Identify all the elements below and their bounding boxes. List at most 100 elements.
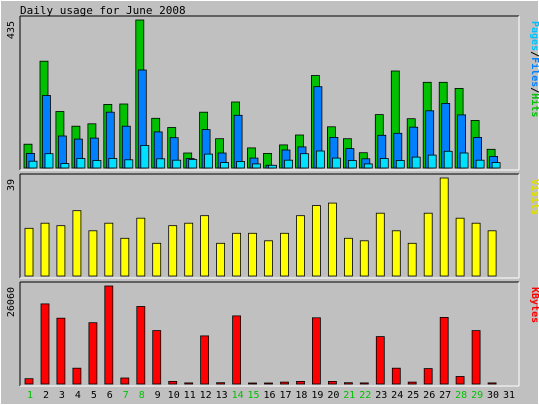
visits-panel-right-label-part: Visits — [529, 179, 539, 215]
x-tick-label-29: 29 — [471, 390, 483, 401]
visits-panel-bar-visits-13 — [216, 242, 226, 277]
visits-panel-bar-visits-30 — [487, 230, 497, 277]
kbytes-panel-bar-kbytes-30 — [487, 382, 497, 385]
kbytes-panel-bar-kbytes-26 — [423, 368, 433, 385]
x-tick-label-20: 20 — [327, 390, 339, 401]
hits-panel-bar-pages-24 — [395, 160, 405, 169]
x-tick-label-4: 4 — [75, 390, 81, 401]
x-tick-label-17: 17 — [279, 390, 291, 401]
x-tick-label-9: 9 — [155, 390, 161, 401]
x-tick-label-8: 8 — [139, 390, 145, 401]
visits-panel-bar-visits-26 — [423, 212, 433, 277]
kbytes-panel-right-label-part: KBytes — [529, 287, 539, 323]
hits-panel-bar-pages-19 — [315, 150, 325, 169]
kbytes-panel-bar-kbytes-5 — [88, 322, 98, 385]
visits-panel-bar-visits-8 — [136, 217, 146, 277]
kbytes-panel-bar-kbytes-21 — [343, 382, 353, 385]
hits-panel-bar-pages-1 — [28, 160, 38, 169]
kbytes-panel-bar-kbytes-17 — [280, 381, 289, 385]
chart-title: Daily usage for June 2008 — [20, 4, 186, 17]
x-tick-label-5: 5 — [91, 390, 97, 401]
visits-panel-bar-visits-9 — [152, 242, 162, 277]
x-tick-label-25: 25 — [407, 390, 419, 401]
hits-panel-bar-pages-30 — [491, 162, 501, 169]
x-tick-label-3: 3 — [59, 390, 65, 401]
hits-panel-right-label-part: Files — [529, 57, 539, 87]
kbytes-panel-bar-kbytes-18 — [296, 380, 305, 385]
hits-panel-bar-pages-26 — [427, 154, 437, 169]
x-tick-label-31: 31 — [503, 390, 515, 401]
visits-panel-bar-visits-24 — [391, 230, 401, 277]
kbytes-panel-bar-kbytes-24 — [391, 367, 401, 385]
hits-panel-bar-pages-17 — [284, 159, 293, 169]
hits-panel-bar-pages-3 — [60, 163, 70, 169]
kbytes-panel-bar-kbytes-9 — [152, 330, 162, 385]
hits-panel-bar-pages-13 — [220, 162, 230, 169]
visits-panel-bar-visits-4 — [72, 210, 82, 277]
kbytes-panel-bar-kbytes-22 — [359, 382, 369, 385]
visits-panel-bar-visits-1 — [24, 227, 34, 277]
x-tick-label-1: 1 — [27, 390, 33, 401]
visits-panel-bar-visits-23 — [375, 212, 385, 277]
visits-panel-bar-visits-18 — [296, 215, 305, 277]
kbytes-panel-bar-kbytes-12 — [200, 335, 210, 385]
kbytes-panel-bar-kbytes-27 — [439, 316, 449, 385]
kbytes-panel-bar-kbytes-3 — [56, 317, 66, 385]
hits-panel-bar-pages-7 — [124, 159, 134, 169]
kbytes-panel-ymax-label: 26060 — [6, 287, 17, 317]
kbytes-panel-bar-kbytes-19 — [311, 317, 321, 385]
x-tick-label-26: 26 — [423, 390, 435, 401]
kbytes-panel-bar-kbytes-25 — [407, 381, 417, 385]
hits-panel-right-label-part: Hits — [529, 93, 539, 117]
kbytes-panel-bar-kbytes-8 — [136, 306, 146, 385]
visits-panel-bar-visits-12 — [200, 215, 210, 277]
x-tick-label-28: 28 — [455, 390, 467, 401]
x-tick-label-13: 13 — [216, 390, 228, 401]
visits-panel-bar-visits-7 — [120, 237, 130, 277]
hits-panel-bar-pages-29 — [475, 159, 485, 169]
visits-panel-bar-visits-14 — [232, 232, 242, 277]
hits-panel-bar-files-3 — [58, 135, 67, 169]
x-tick-label-21: 21 — [343, 390, 355, 401]
hits-panel-bar-pages-4 — [76, 158, 86, 169]
x-tick-label-23: 23 — [375, 390, 387, 401]
kbytes-panel-bar-kbytes-29 — [471, 330, 481, 385]
visits-panel-bar-visits-17 — [280, 232, 289, 277]
hits-panel-bar-pages-5 — [92, 160, 102, 169]
x-tick-label-24: 24 — [391, 390, 403, 401]
hits-panel-bar-files-14 — [233, 114, 243, 169]
kbytes-panel-right-label: KBytes — [529, 287, 539, 323]
hits-panel-bar-pages-6 — [108, 158, 118, 169]
visits-panel-bar-visits-5 — [88, 230, 98, 277]
visits-panel-bar-visits-20 — [327, 202, 337, 277]
x-tick-label-11: 11 — [184, 390, 196, 401]
kbytes-panel-bar-kbytes-4 — [72, 367, 82, 385]
hits-panel-bar-pages-18 — [300, 153, 309, 169]
visits-panel-right-label: Visits — [529, 179, 539, 215]
kbytes-panel-bar-kbytes-10 — [168, 380, 178, 385]
visits-panel-bar-visits-2 — [40, 222, 50, 277]
hits-panel-right-label-part: / — [529, 87, 539, 93]
kbytes-panel-bar-kbytes-15 — [248, 382, 257, 385]
visits-panel-bar-visits-29 — [471, 222, 481, 277]
visits-panel-bar-visits-16 — [264, 240, 273, 277]
kbytes-panel-bar-kbytes-14 — [232, 315, 242, 385]
visits-panel-ymax-label: 39 — [6, 179, 17, 191]
hits-panel-bar-pages-16 — [268, 164, 277, 169]
hits-panel-frame — [20, 16, 519, 170]
hits-panel-bar-pages-28 — [459, 152, 469, 169]
hits-panel-bar-pages-14 — [236, 161, 246, 169]
x-tick-label-2: 2 — [43, 390, 49, 401]
kbytes-panel-bar-kbytes-1 — [24, 378, 34, 385]
visits-panel-bar-visits-3 — [56, 225, 66, 277]
hits-panel-right-label-part: Pages — [529, 21, 539, 51]
x-tick-label-16: 16 — [263, 390, 275, 401]
kbytes-panel-bar-kbytes-13 — [216, 382, 226, 385]
hits-panel-right-label: Pages/Files/Hits — [529, 21, 539, 117]
kbytes-panel-bar-kbytes-16 — [264, 382, 273, 385]
visits-panel-bar-visits-27 — [439, 177, 449, 277]
hits-panel-bar-pages-2 — [44, 153, 54, 169]
kbytes-panel-bar-kbytes-6 — [104, 285, 114, 385]
visits-panel-bar-visits-6 — [104, 222, 114, 277]
